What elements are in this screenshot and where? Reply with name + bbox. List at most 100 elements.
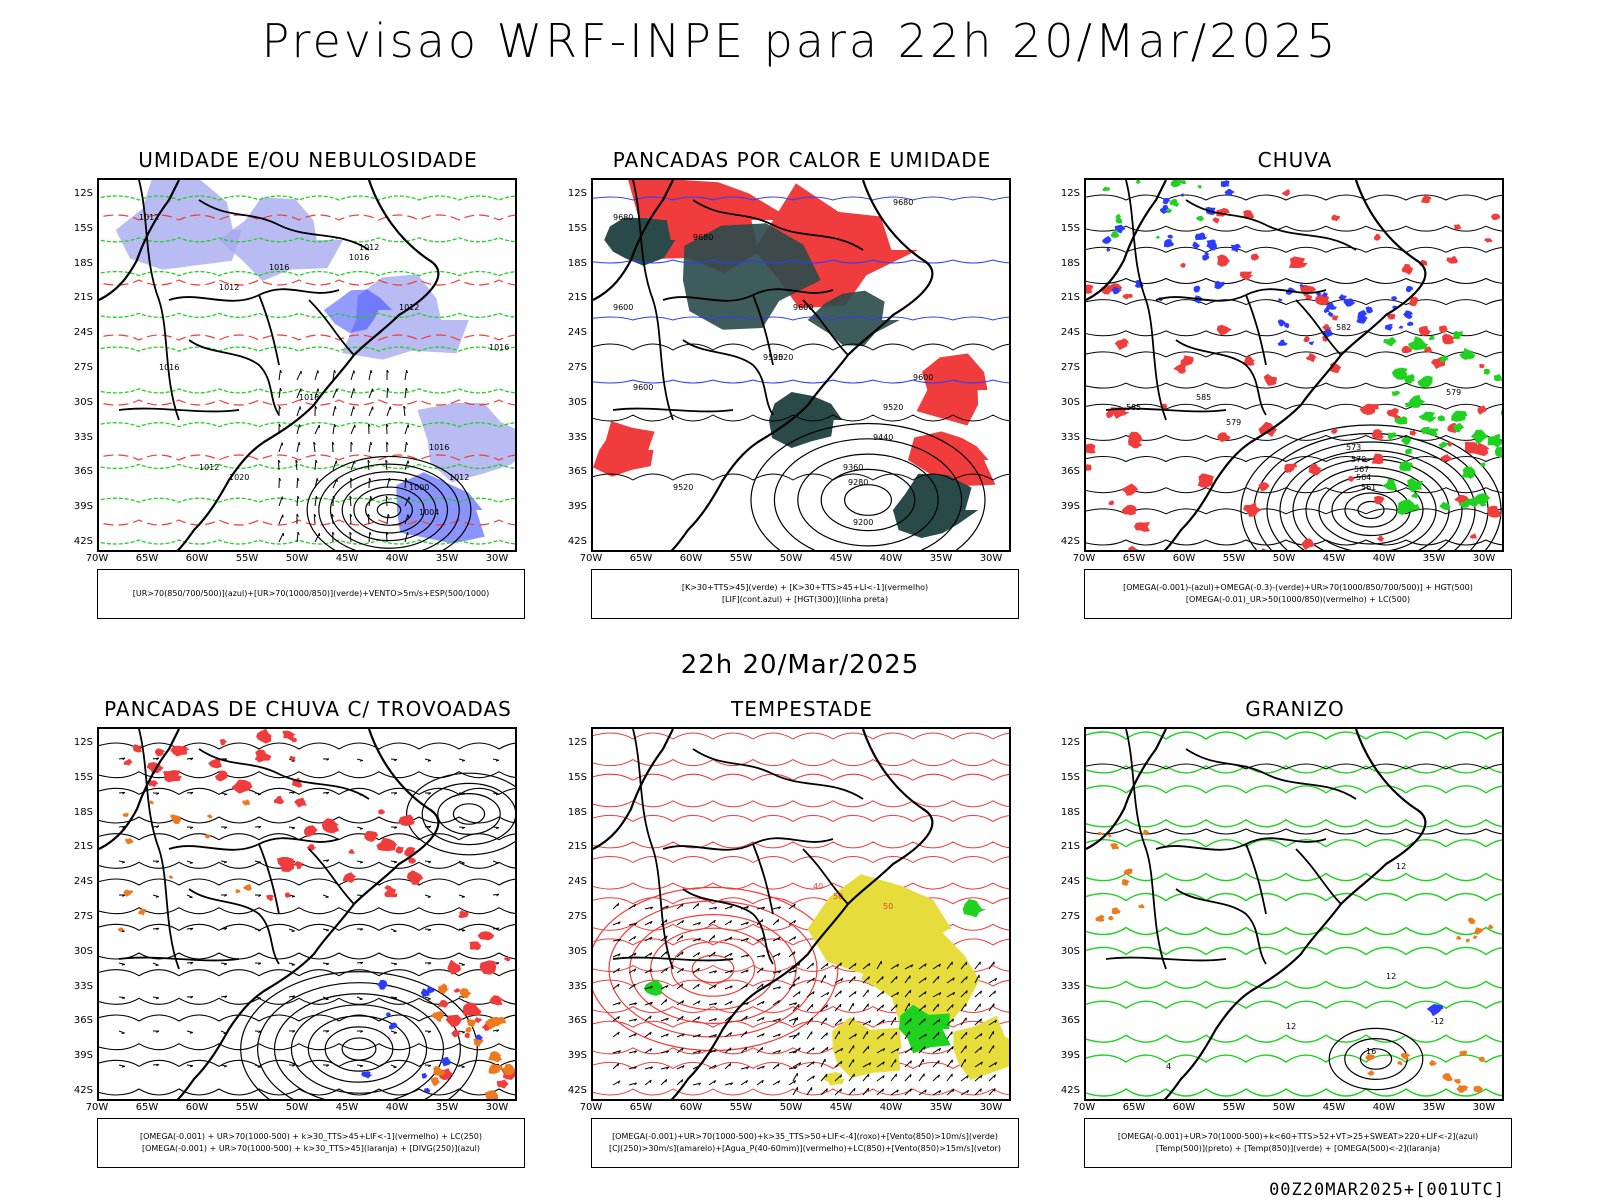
omega-orange xyxy=(1110,843,1120,850)
thunderstorm-orange xyxy=(242,799,251,806)
wind-850-vector xyxy=(676,967,684,974)
latitude-label: 39S xyxy=(567,1050,587,1062)
streamline-arrow xyxy=(424,758,431,762)
streamline-arrow xyxy=(390,826,398,829)
omega-orange xyxy=(1487,924,1494,930)
thunderstorm-red xyxy=(277,856,296,872)
longitude-label: 40W xyxy=(879,1102,903,1113)
omega-green xyxy=(1404,402,1411,408)
contour-label: 1012 xyxy=(359,243,379,252)
wind-vector xyxy=(296,531,300,543)
wind-850-vector xyxy=(932,975,940,984)
wind-vector xyxy=(295,459,298,471)
wind-850-vector xyxy=(772,1049,781,1054)
latitude-label: 15S xyxy=(1060,222,1080,234)
coastline xyxy=(593,729,934,1099)
wind-vector xyxy=(296,388,302,399)
longitude-label: 40W xyxy=(385,553,409,564)
country-border xyxy=(1245,294,1267,366)
thunderstorm-red xyxy=(395,846,405,854)
rain-red xyxy=(1086,284,1094,294)
latitude-label: 15S xyxy=(567,771,587,783)
thunderstorm-orange xyxy=(473,1038,484,1047)
longitude-label: 50W xyxy=(1272,553,1296,564)
omega-orange xyxy=(1467,917,1476,924)
wind-850-vector xyxy=(918,1058,924,1068)
omega-green xyxy=(1494,433,1502,439)
wind-850-vector xyxy=(628,1018,638,1022)
wind-850-vector xyxy=(612,1050,622,1054)
rain-red xyxy=(1487,505,1502,518)
wind-850-vector xyxy=(756,954,766,958)
thunderstorm-red xyxy=(123,758,133,766)
wind-850-vector xyxy=(848,976,856,984)
omega-orange xyxy=(1111,907,1121,915)
rain-red xyxy=(1121,483,1139,496)
wind-850-vector xyxy=(740,937,749,942)
thunderstorm-red xyxy=(376,837,398,851)
omega-blue xyxy=(1193,285,1201,293)
streamline-arrow xyxy=(118,894,126,897)
wind-850-vector xyxy=(862,1073,870,1082)
wind-850-vector xyxy=(806,1031,813,1040)
wind-850-vector xyxy=(676,935,684,942)
wind-850-vector xyxy=(974,1018,982,1026)
latitude-label: 12S xyxy=(567,737,587,748)
panel-title: CHUVA xyxy=(1257,148,1333,172)
contour-label: 579 xyxy=(1226,418,1241,427)
wind-850-vector xyxy=(740,1015,748,1022)
forecast-map: 9680 9680 9680 9600 9600 9520 9600 9600 9520 9520… xyxy=(591,178,1011,552)
streamline-arrow xyxy=(118,860,126,864)
thunderstorm-orange xyxy=(207,814,213,819)
wind-850-vector xyxy=(660,1066,670,1070)
thunderstorm-orange xyxy=(496,1017,506,1025)
thunderstorm-red xyxy=(503,956,511,962)
height-500-contour xyxy=(1305,466,1437,550)
longitude-label: 30W xyxy=(979,1102,1003,1113)
wind-850-vector xyxy=(820,1004,828,1012)
height-500-contour xyxy=(1266,441,1476,550)
thunderstorm-orange xyxy=(503,1063,515,1075)
wind-850-vector xyxy=(890,1089,899,1096)
wind-850-vector xyxy=(708,919,716,926)
latitude-label: 36S xyxy=(1060,466,1080,478)
wind-850-vector xyxy=(756,1016,765,1022)
omega-orange xyxy=(1429,1059,1437,1067)
wind-vector xyxy=(368,531,372,543)
thunderstorm-orange xyxy=(488,1063,503,1074)
pressure-contour xyxy=(318,463,460,550)
pressure-contour xyxy=(376,501,402,519)
latitude-label: 30S xyxy=(1060,396,1080,408)
wind-850-vector xyxy=(788,951,796,958)
omega-orange xyxy=(1365,1054,1376,1061)
latitude-label: 12S xyxy=(73,188,93,199)
wind-vector xyxy=(332,423,337,435)
longitude-label: 40W xyxy=(1372,1102,1396,1113)
wind-vector xyxy=(367,459,371,471)
wind-850-vector xyxy=(862,1062,872,1068)
streamline-arrow xyxy=(322,791,330,795)
pwat-contour-red xyxy=(593,773,1009,781)
streamline-arrow xyxy=(458,792,466,796)
rain-red xyxy=(1330,428,1339,434)
wind-850-vector xyxy=(904,1031,911,1040)
instability-red xyxy=(907,431,996,500)
rain-red xyxy=(1122,293,1130,300)
instability-teal xyxy=(892,473,979,538)
wind-850-vector xyxy=(692,902,700,910)
pwat-contour-red xyxy=(593,979,1009,987)
wind-850-vector xyxy=(848,1045,855,1054)
wind-850-vector xyxy=(932,963,941,970)
streamline-250 xyxy=(99,969,515,977)
wind-850-vector xyxy=(862,1003,869,1012)
rain-red xyxy=(1322,324,1332,331)
latitude-label: 27S xyxy=(567,362,587,373)
omega-blue xyxy=(1114,224,1126,234)
country-border xyxy=(118,407,240,413)
wind-850-vector xyxy=(988,1030,995,1040)
omega-green xyxy=(1408,394,1426,408)
height-300-contour xyxy=(750,422,986,550)
country-border xyxy=(1185,199,1357,251)
longitude-label: 40W xyxy=(879,553,903,564)
wind-850-vector xyxy=(676,1079,684,1086)
